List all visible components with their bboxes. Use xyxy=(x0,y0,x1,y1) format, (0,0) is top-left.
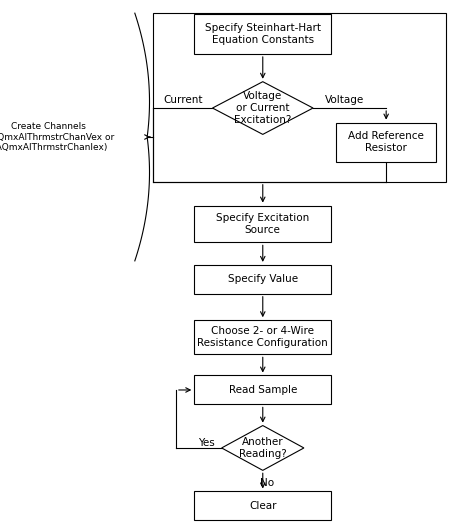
Text: Choose 2- or 4-Wire
Resistance Configuration: Choose 2- or 4-Wire Resistance Configura… xyxy=(197,327,328,348)
FancyBboxPatch shape xyxy=(194,375,331,405)
Text: Current: Current xyxy=(164,95,203,105)
Text: Create Channels
(DAQmxAIThrmstrChanVex or
DAQmxAIThrmstrChanIex): Create Channels (DAQmxAIThrmstrChanVex o… xyxy=(0,122,115,152)
FancyBboxPatch shape xyxy=(194,491,331,521)
Text: Specify Excitation
Source: Specify Excitation Source xyxy=(216,213,309,235)
FancyBboxPatch shape xyxy=(336,123,436,162)
FancyBboxPatch shape xyxy=(194,14,331,54)
Text: Specify Steinhart-Hart
Equation Constants: Specify Steinhart-Hart Equation Constant… xyxy=(205,24,321,45)
Polygon shape xyxy=(213,82,313,134)
Polygon shape xyxy=(222,426,304,471)
Text: Yes: Yes xyxy=(198,438,215,447)
FancyBboxPatch shape xyxy=(194,320,331,354)
Text: No: No xyxy=(260,479,274,488)
Text: Voltage
or Current
Excitation?: Voltage or Current Excitation? xyxy=(234,92,292,124)
Text: Read Sample: Read Sample xyxy=(228,385,297,395)
Text: Another
Reading?: Another Reading? xyxy=(239,437,287,458)
FancyBboxPatch shape xyxy=(194,206,331,242)
Text: Specify Value: Specify Value xyxy=(228,275,298,284)
Text: Voltage: Voltage xyxy=(324,95,364,105)
Text: Clear: Clear xyxy=(249,501,276,511)
Text: Add Reference
Resistor: Add Reference Resistor xyxy=(348,132,424,153)
FancyBboxPatch shape xyxy=(194,265,331,294)
